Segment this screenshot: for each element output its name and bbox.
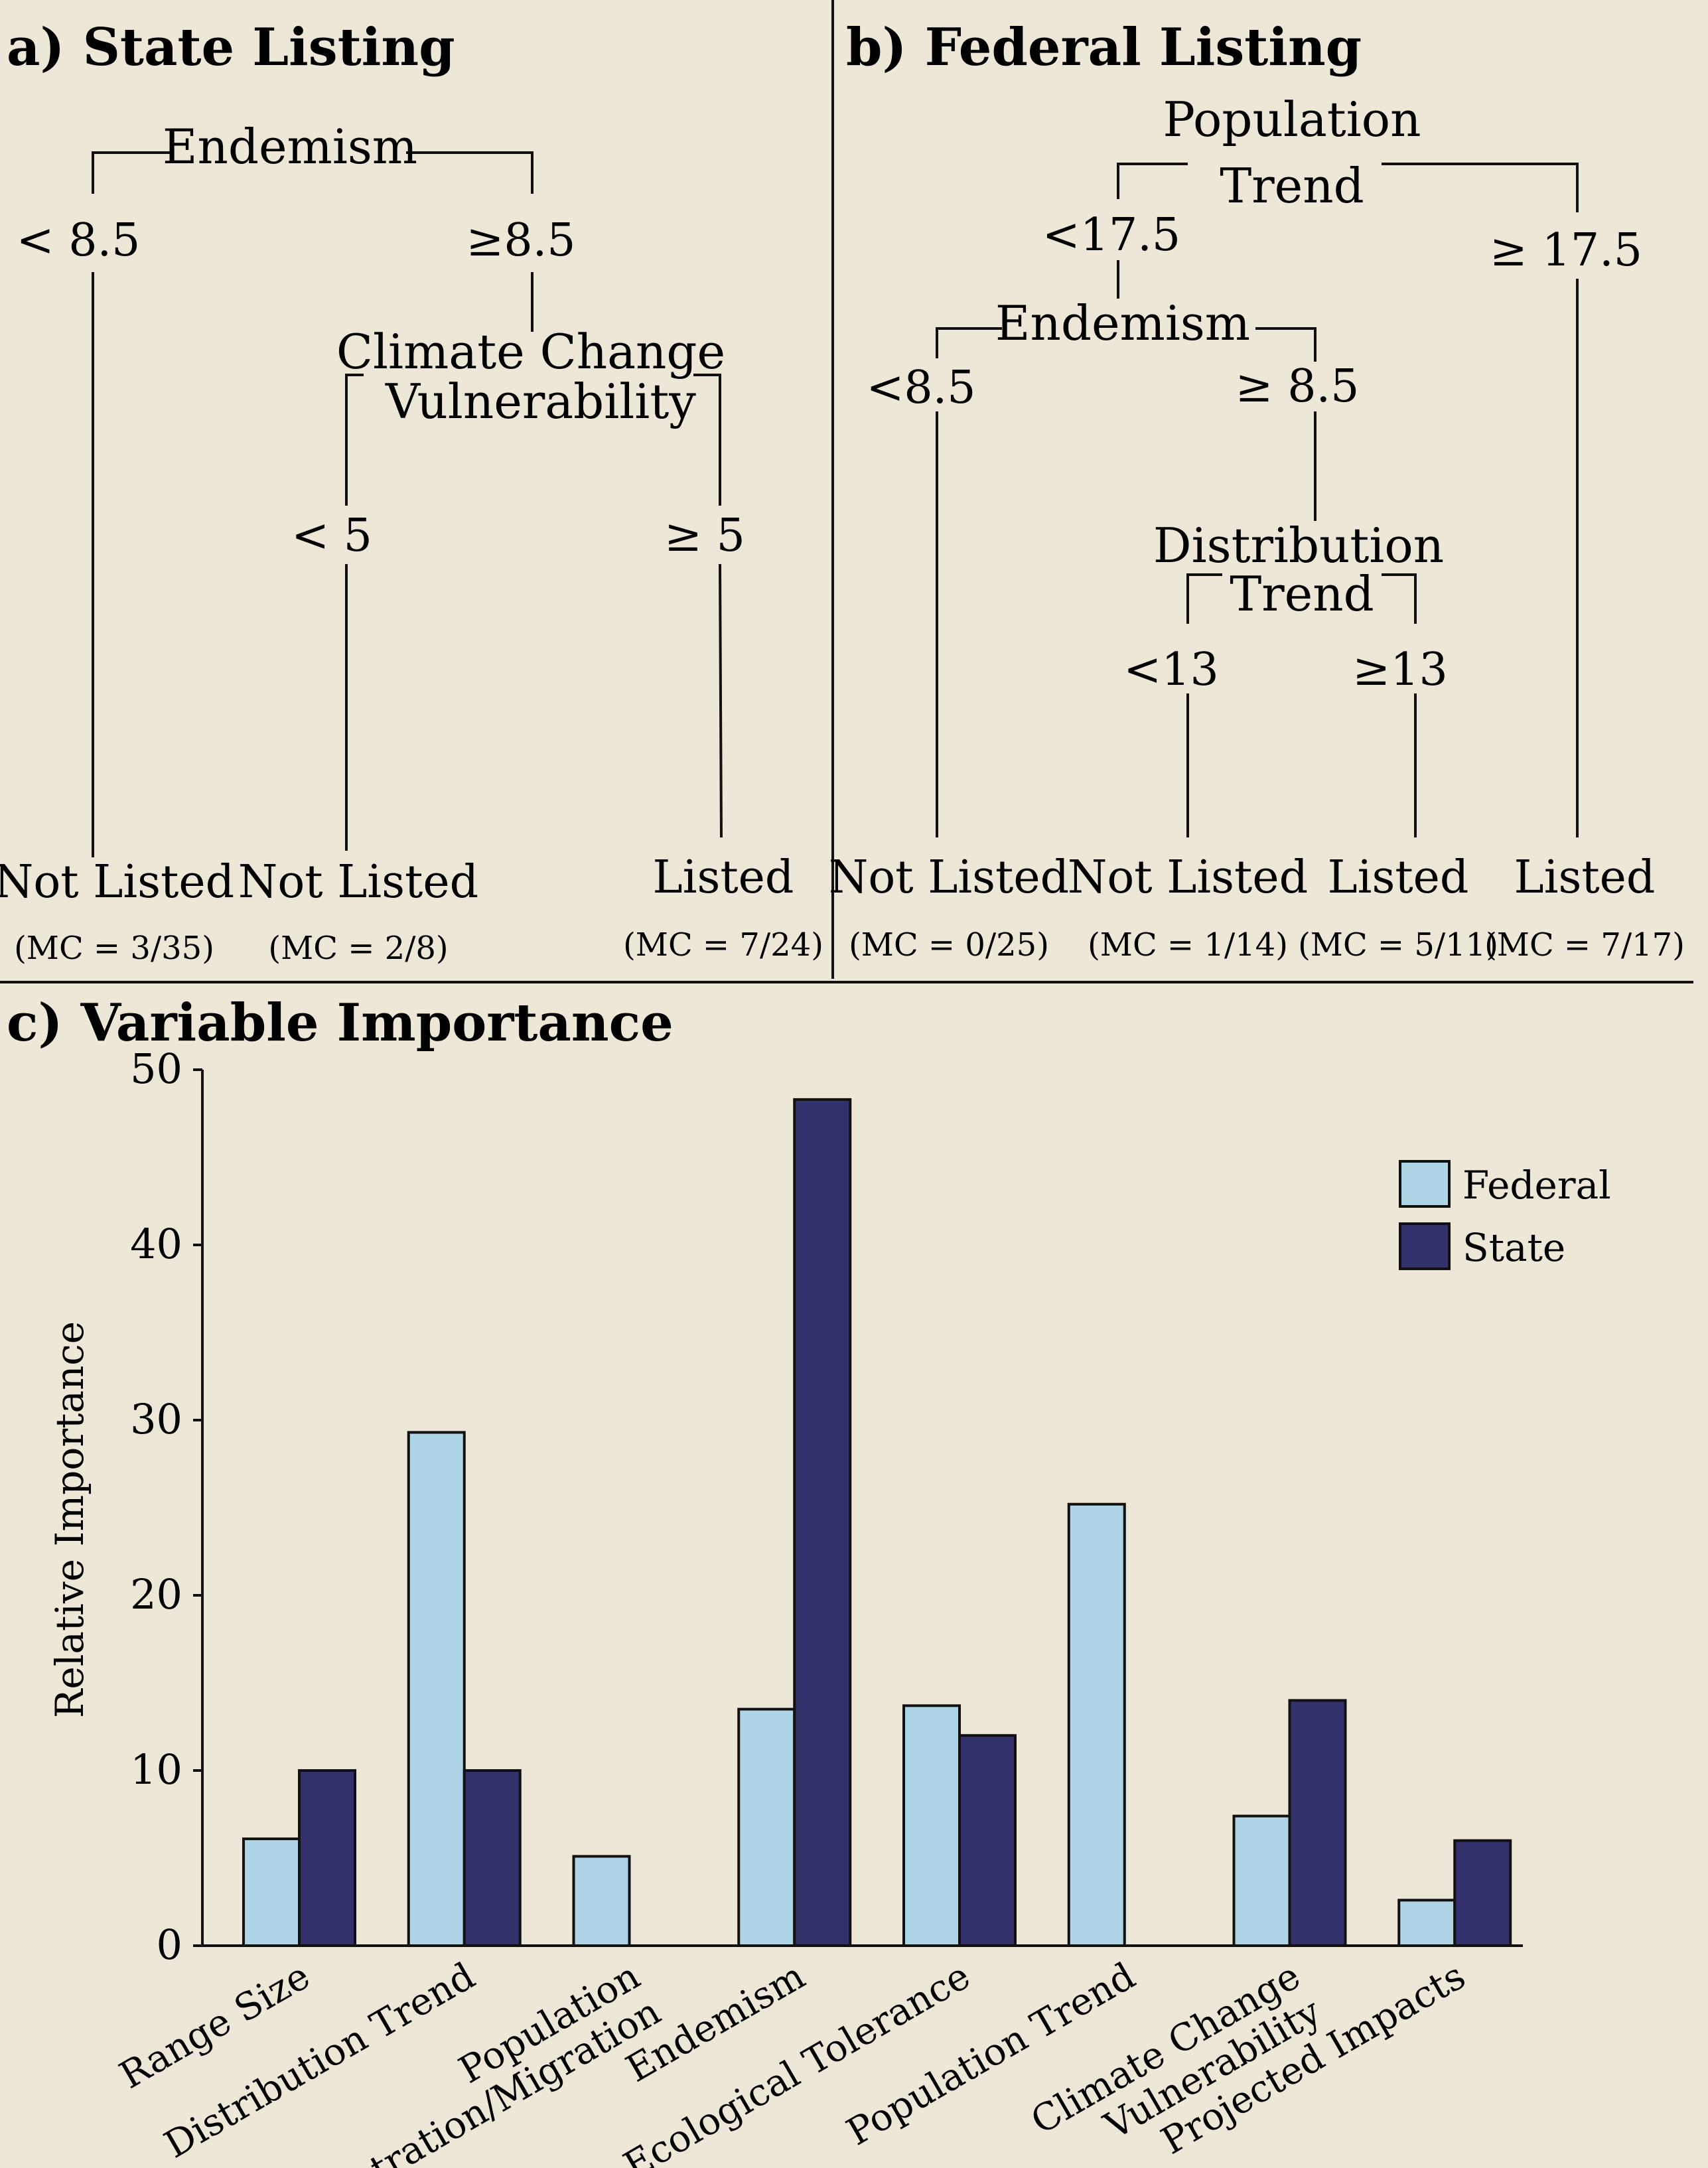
tree-b-node2-right-threshold: ≥ 8.5 bbox=[1236, 360, 1360, 413]
tree-b-leaf-3-mc: (MC = 5/11) bbox=[1298, 926, 1498, 964]
tree-a-root-left-threshold: < 8.5 bbox=[17, 214, 141, 267]
tree-a-leaf-1-mc: (MC = 3/35) bbox=[14, 930, 214, 967]
tree-b-node2-left-branch bbox=[936, 327, 1002, 358]
tree-b-leaf-3-label: Listed bbox=[1328, 851, 1469, 904]
bar-federal-1 bbox=[407, 1431, 466, 1947]
tree-a-node2-label-line2: Vulnerability bbox=[385, 374, 696, 429]
y-tick-label: 20 bbox=[130, 1570, 182, 1619]
tree-b-leaf-4-label: Listed bbox=[1514, 851, 1656, 904]
bar-federal-2 bbox=[572, 1855, 631, 1948]
x-tick-label-line: Population Trend bbox=[839, 1954, 1142, 2154]
chart-bars bbox=[242, 1098, 1512, 1948]
tree-b-leaf-2-mc: (MC = 1/14) bbox=[1088, 926, 1288, 964]
tree-a-root-label: Endemism bbox=[163, 119, 417, 175]
tree-b-leaf-1-label: Not Listed bbox=[829, 851, 1069, 904]
tree-a-leaf-1-label: Not Listed bbox=[0, 856, 234, 908]
y-tick-label: 0 bbox=[157, 1920, 182, 1969]
y-tick-label: 30 bbox=[130, 1395, 182, 1443]
tree-b-node2-right-branch bbox=[1255, 327, 1317, 362]
tree-b-node3-left-threshold: <13 bbox=[1123, 644, 1219, 696]
tree-a-leaf-2-label: Not Listed bbox=[238, 856, 478, 908]
legend-swatch-federal bbox=[1399, 1160, 1451, 1208]
tree-a-node2-right-threshold: ≥ 5 bbox=[664, 510, 745, 562]
legend-swatch-state bbox=[1399, 1222, 1451, 1270]
bar-state-1 bbox=[463, 1769, 522, 1947]
tree-b-node3-left-branch bbox=[1186, 573, 1222, 624]
panel-a-title: a) State Listing bbox=[7, 17, 455, 78]
bar-federal-6 bbox=[1232, 1814, 1291, 1947]
bar-state-3 bbox=[793, 1098, 852, 1947]
tree-a-root-right-threshold: ≥8.5 bbox=[466, 214, 575, 267]
legend-label-federal: Federal bbox=[1462, 1163, 1611, 1208]
tree-b-leaf-4-mc: (MC = 7/17) bbox=[1484, 926, 1685, 964]
bar-state-7 bbox=[1453, 1839, 1512, 1948]
panel-b-title: b) Federal Listing bbox=[846, 17, 1362, 78]
tree-b-root-label-line2: Trend bbox=[1220, 158, 1364, 214]
tree-a-root-right-branch bbox=[406, 151, 534, 194]
tree-b-node3-right-threshold: ≥13 bbox=[1352, 644, 1448, 696]
chart-legend: Federal State bbox=[1399, 1160, 1611, 1270]
tree-b-root-right-threshold: ≥ 17.5 bbox=[1490, 224, 1642, 277]
bar-federal-7 bbox=[1397, 1899, 1457, 1948]
y-tick-label: 50 bbox=[130, 1045, 182, 1093]
tree-a-node2-right-branch bbox=[693, 374, 721, 506]
tree-a-leaf-3-mc: (MC = 7/24) bbox=[623, 926, 823, 964]
tree-b-node3-label-line1: Distribution bbox=[1153, 518, 1444, 573]
x-tick-label: Population Trend bbox=[839, 1954, 1142, 2154]
tree-a-root-left-branch bbox=[92, 151, 174, 194]
tree-b-root-label-line1: Population bbox=[1163, 92, 1421, 147]
tree-a-leaf-3-label: Listed bbox=[653, 851, 794, 904]
federal-listing-tree bbox=[936, 163, 1579, 837]
bar-federal-4 bbox=[902, 1704, 961, 1948]
tree-a-node2-right-stem bbox=[719, 563, 723, 838]
y-tick-label: 10 bbox=[130, 1745, 182, 1794]
tree-b-root-left-threshold: <17.5 bbox=[1042, 209, 1180, 261]
tree-a-node2-left-threshold: < 5 bbox=[291, 510, 372, 562]
bar-federal-5 bbox=[1067, 1502, 1126, 1947]
tree-b-node2-label: Endemism bbox=[995, 295, 1250, 351]
tree-a-node2-left-branch bbox=[345, 374, 364, 506]
legend-label-state: State bbox=[1462, 1225, 1565, 1270]
tree-b-root-left-branch bbox=[1117, 163, 1188, 199]
tree-a-node2-label-line1: Climate Change bbox=[336, 324, 725, 380]
tree-b-node3-label-line2: Trend bbox=[1230, 566, 1374, 622]
bar-state-0 bbox=[298, 1769, 356, 1947]
bar-state-6 bbox=[1288, 1699, 1347, 1947]
tree-a-leaf-2-mc: (MC = 2/8) bbox=[268, 930, 448, 967]
state-listing-tree bbox=[92, 151, 723, 857]
tree-b-node3-right-branch bbox=[1382, 573, 1417, 624]
y-axis-label: Relative Importance bbox=[47, 1321, 92, 1718]
bar-federal-3 bbox=[737, 1707, 796, 1948]
y-tick-label: 40 bbox=[130, 1220, 182, 1268]
panel-c-title: c) Variable Importance bbox=[7, 993, 674, 1053]
tree-b-leaf-1-mc: (MC = 0/25) bbox=[849, 926, 1049, 964]
bar-federal-0 bbox=[242, 1837, 301, 1947]
tree-b-root-right-branch bbox=[1382, 163, 1579, 212]
tree-b-leaf-2-label: Not Listed bbox=[1068, 851, 1308, 904]
tree-b-node2-left-threshold: <8.5 bbox=[866, 362, 975, 414]
bar-state-4 bbox=[958, 1734, 1017, 1947]
